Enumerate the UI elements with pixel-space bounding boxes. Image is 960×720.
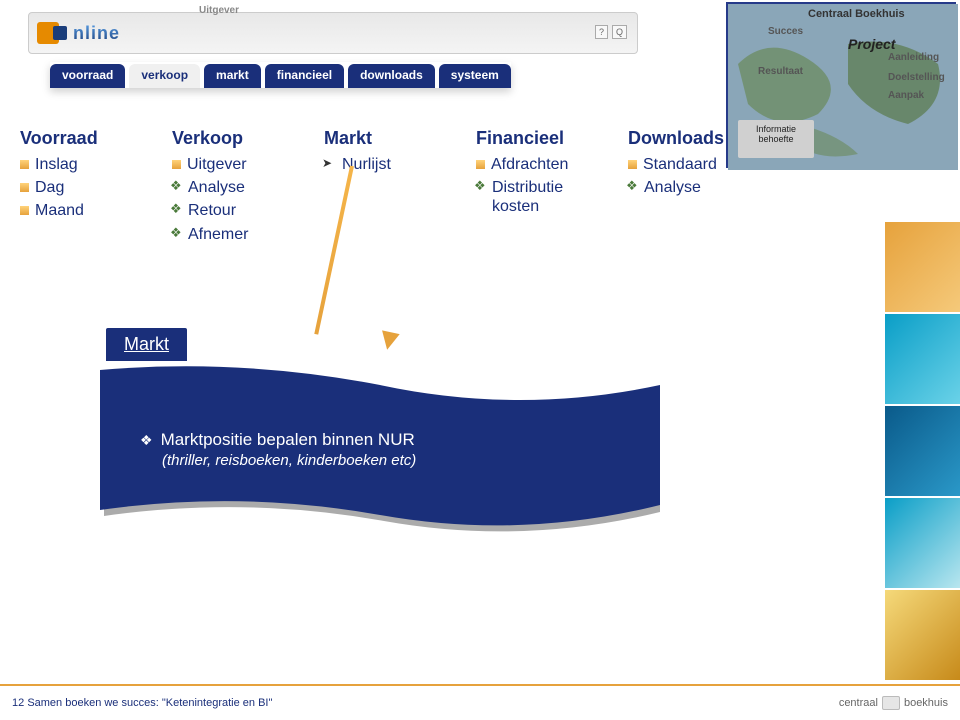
- column-list: Standaard Analyse: [628, 155, 764, 197]
- footer: 12 Samen boeken we succes: "Ketenintegra…: [0, 684, 960, 720]
- list-item: Nurlijst: [324, 155, 460, 174]
- uitgever-label: Uitgever: [199, 5, 239, 16]
- help-icon[interactable]: ?: [595, 25, 608, 39]
- side-image-2: [885, 312, 960, 404]
- worldmap-label-company: Centraal Boekhuis: [808, 8, 905, 20]
- category-columns: Voorraad Inslag Dag Maand Verkoop Uitgever Ana…: [20, 128, 764, 248]
- footer-logo-right: boekhuis: [904, 697, 948, 709]
- side-image-1: [885, 220, 960, 312]
- dia-bullet-icon: [628, 183, 638, 193]
- column-list: Inslag Dag Maand: [20, 155, 156, 221]
- tab-downloads[interactable]: downloads: [348, 64, 435, 88]
- worldmap-label-aanpak: Aanpak: [888, 90, 924, 101]
- dia-bullet-icon: [172, 206, 182, 216]
- column-title: Markt: [324, 128, 460, 149]
- column-title: Verkoop: [172, 128, 308, 149]
- detail-line1: Marktpositie bepalen binnen NUR: [161, 430, 415, 450]
- sq-bullet-icon: [476, 160, 485, 169]
- header-banner: nline Uitgever ? Q: [28, 12, 638, 54]
- column-verkoop: Verkoop Uitgever Analyse Retour Afnemer: [172, 128, 308, 248]
- list-item: Standaard: [628, 155, 764, 174]
- side-image-5: [885, 588, 960, 680]
- detail-bullet-icon: ❖: [140, 432, 153, 449]
- side-image-3: [885, 404, 960, 496]
- footer-logo-left: centraal: [839, 697, 878, 709]
- column-title: Voorraad: [20, 128, 156, 149]
- tab-voorraad[interactable]: voorraad: [50, 64, 125, 88]
- list-item: Distributie kosten: [476, 178, 612, 216]
- column-financieel: Financieel Afdrachten Distributie kosten: [476, 128, 612, 248]
- list-item: Inslag: [20, 155, 156, 174]
- dia-bullet-icon: [172, 183, 182, 193]
- sq-bullet-icon: [628, 160, 637, 169]
- list-item: Analyse: [172, 178, 308, 197]
- list-item-label: Retour: [188, 201, 236, 220]
- tab-systeem[interactable]: systeem: [439, 64, 511, 88]
- column-title: Financieel: [476, 128, 612, 149]
- sq-bullet-icon: [20, 160, 29, 169]
- dia-bullet-icon: [476, 183, 486, 193]
- tab-financieel[interactable]: financieel: [265, 64, 344, 88]
- arrow-bullet-icon: [324, 159, 336, 171]
- detail-body: ❖ Marktpositie bepalen binnen NUR (thril…: [140, 430, 416, 469]
- logo-text: nline: [73, 23, 120, 44]
- footer-logo: centraal boekhuis: [839, 696, 948, 710]
- detail-panel: Markt ❖ Marktpositie bepalen binnen NUR …: [100, 330, 660, 550]
- column-list: Afdrachten Distributie kosten: [476, 155, 612, 217]
- list-item: Uitgever: [172, 155, 308, 174]
- list-item-label: Analyse: [188, 178, 245, 197]
- worldmap-label-doelstelling: Doelstelling: [888, 72, 945, 83]
- worldmap-label-project: Project: [848, 36, 895, 52]
- list-item-label: Inslag: [35, 155, 78, 174]
- column-title: Downloads: [628, 128, 764, 149]
- list-item: Afnemer: [172, 225, 308, 244]
- sq-bullet-icon: [20, 206, 29, 215]
- footer-text: Samen boeken we succes: "Ketenintegratie…: [27, 697, 272, 709]
- column-downloads: Downloads Standaard Analyse: [628, 128, 764, 248]
- tab-verkoop[interactable]: verkoop: [129, 64, 200, 88]
- header-right-tools: ? Q: [595, 25, 627, 39]
- logo-icon: [37, 22, 59, 44]
- sq-bullet-icon: [172, 160, 181, 169]
- list-item-label: Distributie kosten: [492, 178, 612, 216]
- tab-markt[interactable]: markt: [204, 64, 261, 88]
- detail-title: Markt: [106, 328, 187, 361]
- worldmap-label-aanleiding: Aanleiding: [888, 52, 939, 63]
- column-voorraad: Voorraad Inslag Dag Maand: [20, 128, 156, 248]
- side-image-strip: [885, 220, 960, 680]
- list-item-label: Analyse: [644, 178, 701, 197]
- list-item: Afdrachten: [476, 155, 612, 174]
- list-item: Analyse: [628, 178, 764, 197]
- dia-bullet-icon: [172, 230, 182, 240]
- sq-bullet-icon: [20, 183, 29, 192]
- detail-subtitle: (thriller, reisboeken, kinderboeken etc): [162, 452, 416, 469]
- logo-cb-online: nline: [37, 22, 120, 44]
- column-list: Nurlijst: [324, 155, 460, 174]
- column-list: Uitgever Analyse Retour Afnemer: [172, 155, 308, 244]
- search-icon[interactable]: Q: [612, 25, 627, 39]
- list-item-label: Uitgever: [187, 155, 247, 174]
- list-item-label: Afdrachten: [491, 155, 568, 174]
- list-item-label: Maand: [35, 201, 84, 220]
- list-item-label: Standaard: [643, 155, 717, 174]
- list-item: Maand: [20, 201, 156, 220]
- worldmap-label-resultaat: Resultaat: [758, 66, 803, 77]
- footer-left: 12 Samen boeken we succes: "Ketenintegra…: [12, 697, 272, 709]
- list-item-label: Afnemer: [188, 225, 248, 244]
- slide-number: 12: [12, 697, 24, 709]
- list-item: Retour: [172, 201, 308, 220]
- list-item: Dag: [20, 178, 156, 197]
- nav-tabs: voorraadverkoopmarktfinancieeldownloadss…: [50, 62, 511, 88]
- worldmap-label-succes: Succes: [768, 26, 803, 37]
- footer-logo-icon: [882, 696, 900, 710]
- side-image-4: [885, 496, 960, 588]
- list-item-label: Dag: [35, 178, 64, 197]
